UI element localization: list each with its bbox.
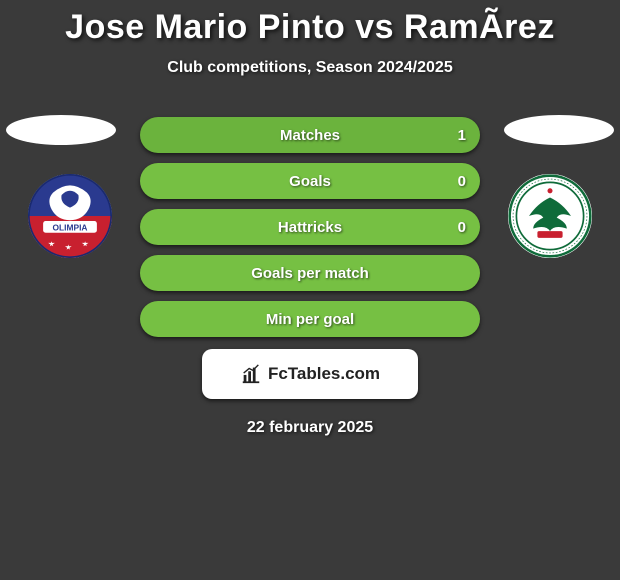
bar-chart-icon (240, 363, 262, 385)
stat-row: Goals per match (140, 255, 480, 291)
stat-label: Goals per match (251, 265, 369, 282)
stat-label: Min per goal (266, 311, 354, 328)
player-left-photo-placeholder (6, 115, 116, 145)
stat-row: Min per goal (140, 301, 480, 337)
stat-bars: Matches 1 Goals 0 Hattricks 0 Goals per match M… (140, 117, 480, 337)
infographic-container: Jose Mario Pinto vs RamÃrez Club competi… (0, 0, 620, 580)
stat-row: Goals 0 (140, 163, 480, 199)
brand-label: FcTables.com (240, 363, 380, 385)
stats-area: OLIMPIA (0, 117, 620, 437)
club-logo-right (508, 174, 592, 258)
player-right-photo-placeholder (504, 115, 614, 145)
stat-label: Hattricks (278, 219, 342, 236)
page-subtitle: Club competitions, Season 2024/2025 (0, 59, 620, 77)
brand-box: FcTables.com (202, 349, 418, 399)
stat-label: Matches (280, 127, 340, 144)
page-title: Jose Mario Pinto vs RamÃrez (0, 0, 620, 47)
stat-value-right: 1 (458, 127, 466, 144)
svg-text:OLIMPIA: OLIMPIA (53, 222, 88, 232)
stat-row: Matches 1 (140, 117, 480, 153)
stat-value-right: 0 (458, 219, 466, 236)
stat-row: Hattricks 0 (140, 209, 480, 245)
club-logo-left: OLIMPIA (28, 174, 112, 258)
stat-label: Goals (289, 173, 331, 190)
olimpia-logo-icon: OLIMPIA (28, 174, 112, 258)
marathon-logo-icon (508, 174, 592, 258)
date-line: 22 february 2025 (0, 419, 620, 437)
brand-text: FcTables.com (268, 364, 380, 384)
stat-value-right: 0 (458, 173, 466, 190)
